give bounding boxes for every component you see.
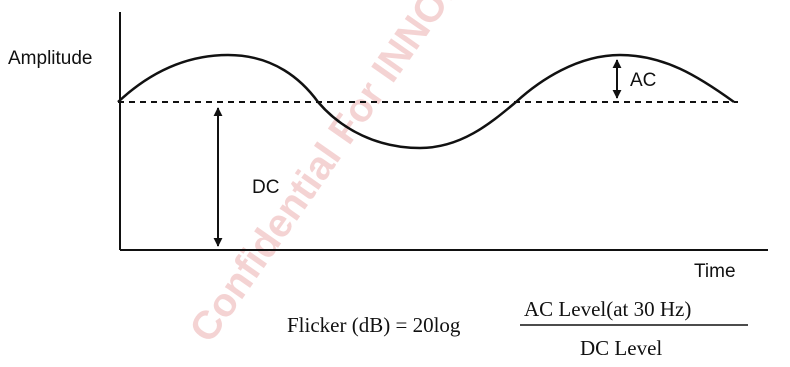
sine-wave bbox=[117, 53, 735, 150]
formula-numerator: AC Level(at 30 Hz) bbox=[524, 297, 691, 321]
x-axis-label: Time bbox=[694, 261, 736, 282]
ac-label: AC bbox=[630, 70, 656, 91]
formula-lhs: Flicker (dB) = 20log bbox=[287, 313, 461, 337]
formula-denominator: DC Level bbox=[580, 336, 662, 360]
dc-label: DC bbox=[252, 177, 279, 198]
y-axis-label: Amplitude bbox=[8, 48, 93, 69]
